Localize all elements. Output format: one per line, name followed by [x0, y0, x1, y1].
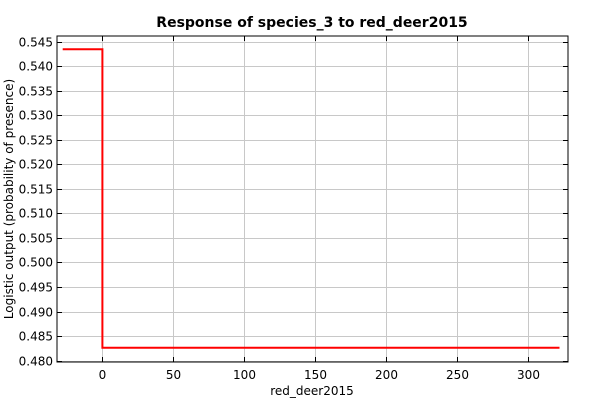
chart-title: Response of species_3 to red_deer2015 [156, 15, 467, 31]
y-tick-labels: 0.480 0.485 0.490 0.495 0.500 0.505 0.510 0.515… [19, 36, 53, 369]
x-tick-label: 200 [375, 368, 398, 382]
y-tick-label: 0.540 [19, 60, 53, 74]
y-tick-label: 0.495 [19, 281, 53, 295]
x-tick-label: 300 [517, 368, 540, 382]
y-tick-label: 0.490 [19, 306, 53, 320]
y-tick-label: 0.510 [19, 207, 53, 221]
grid-lines [57, 36, 568, 362]
x-tick-label: 0 [99, 368, 107, 382]
y-tick-label: 0.525 [19, 134, 53, 148]
x-tick-label: 100 [233, 368, 256, 382]
x-tick-label: 150 [304, 368, 327, 382]
y-tick-label: 0.505 [19, 232, 53, 246]
x-tick-label: 250 [446, 368, 469, 382]
plot-frame [56, 35, 569, 363]
series-layer [62, 48, 560, 349]
y-tick-label: 0.535 [19, 85, 53, 99]
y-tick-label: 0.520 [19, 158, 53, 172]
y-tick-label: 0.545 [19, 36, 53, 50]
x-tick-labels: 0 50 100 150 200 250 300 [99, 368, 540, 382]
y-tick-label: 0.500 [19, 256, 53, 270]
response-line [62, 48, 560, 349]
y-tick-label: 0.530 [19, 109, 53, 123]
y-tick-label: 0.485 [19, 330, 53, 344]
y-axis-label: Logistic output (probability of presence… [2, 79, 16, 319]
axis-ticks [57, 36, 568, 362]
y-tick-label: 0.515 [19, 183, 53, 197]
x-tick-label: 50 [166, 368, 181, 382]
x-axis-label: red_deer2015 [270, 384, 354, 398]
y-tick-label: 0.480 [19, 355, 53, 369]
